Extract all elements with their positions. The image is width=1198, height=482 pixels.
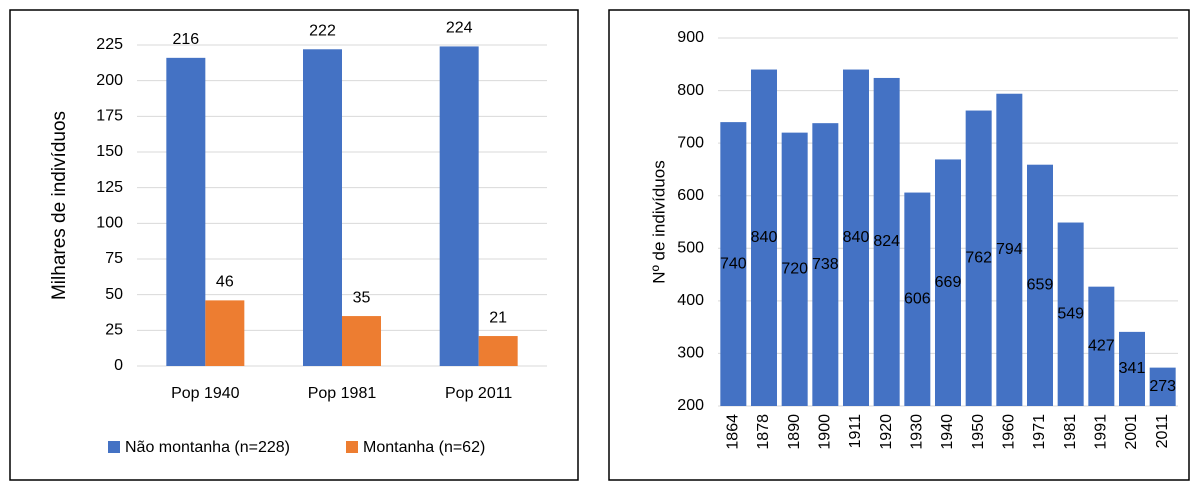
bar bbox=[904, 192, 931, 406]
bar bbox=[1149, 367, 1176, 406]
bar bbox=[342, 316, 381, 366]
x-tick-label: 1981 bbox=[1062, 414, 1079, 450]
x-tick-label: 2011 bbox=[1154, 414, 1171, 449]
value-label: 549 bbox=[1057, 305, 1084, 322]
value-label: 720 bbox=[781, 261, 808, 278]
value-label: 341 bbox=[1119, 360, 1146, 377]
x-tick-label: 1900 bbox=[817, 414, 834, 450]
x-tick-label: Pop 2011 bbox=[445, 385, 512, 402]
y-tick-label: 225 bbox=[96, 36, 123, 53]
bar bbox=[720, 122, 747, 406]
x-tick-label: 1911 bbox=[847, 414, 864, 449]
value-label: 216 bbox=[172, 31, 199, 48]
bar bbox=[1119, 331, 1145, 406]
value-label: 740 bbox=[720, 255, 747, 272]
y-axis-label: Nº de indivíduos bbox=[649, 160, 668, 283]
x-tick-label: 1930 bbox=[909, 414, 926, 450]
y-tick-label: 900 bbox=[677, 29, 704, 46]
bar bbox=[303, 49, 342, 366]
y-tick-label: 150 bbox=[96, 143, 123, 160]
bar bbox=[751, 69, 777, 407]
value-label: 669 bbox=[935, 274, 962, 291]
value-label: 427 bbox=[1088, 338, 1115, 355]
y-tick-label: 75 bbox=[105, 250, 123, 267]
value-label: 222 bbox=[309, 22, 336, 39]
bar bbox=[205, 300, 245, 366]
value-label: 762 bbox=[965, 249, 992, 266]
y-tick-label: 200 bbox=[677, 397, 704, 414]
value-label: 273 bbox=[1149, 378, 1176, 395]
bar bbox=[935, 159, 961, 406]
bar bbox=[812, 123, 839, 406]
y-tick-label: 600 bbox=[677, 187, 704, 204]
x-tick-label: 1971 bbox=[1031, 414, 1048, 450]
x-tick-label: 1950 bbox=[970, 414, 987, 450]
bar bbox=[873, 77, 900, 406]
bar bbox=[996, 93, 1023, 407]
legend-swatch bbox=[108, 441, 120, 453]
y-tick-label: 50 bbox=[105, 286, 123, 303]
y-tick-label: 500 bbox=[677, 240, 704, 257]
bar bbox=[478, 336, 518, 366]
y-tick-label: 200 bbox=[96, 72, 123, 89]
y-tick-label: 400 bbox=[677, 292, 704, 309]
chart-frame bbox=[608, 9, 1190, 481]
y-axis-label: Milhares de indivíduos bbox=[49, 111, 70, 300]
chart-frame bbox=[9, 9, 579, 481]
x-tick-label: 1940 bbox=[939, 414, 956, 450]
y-tick-label: 175 bbox=[96, 108, 123, 125]
legend-label: Não montanha (n=228) bbox=[125, 439, 290, 456]
x-tick-label: Pop 1940 bbox=[171, 385, 240, 402]
y-tick-label: 125 bbox=[96, 179, 123, 196]
value-label: 46 bbox=[216, 274, 234, 291]
legend-swatch bbox=[346, 441, 358, 453]
x-tick-label: Pop 1981 bbox=[308, 385, 377, 402]
x-tick-label: 1960 bbox=[1001, 414, 1018, 450]
y-tick-label: 800 bbox=[677, 82, 704, 99]
bar bbox=[843, 69, 869, 407]
value-label: 824 bbox=[873, 233, 900, 250]
legend-label: Montanha (n=62) bbox=[363, 439, 485, 456]
y-tick-label: 700 bbox=[677, 134, 704, 151]
y-tick-label: 0 bbox=[114, 357, 123, 374]
x-tick-label: 1890 bbox=[786, 414, 803, 450]
bar bbox=[1027, 164, 1053, 406]
value-label: 794 bbox=[996, 241, 1023, 258]
bar bbox=[166, 57, 206, 367]
value-label: 35 bbox=[353, 289, 371, 306]
y-tick-label: 300 bbox=[677, 345, 704, 362]
x-tick-label: 1864 bbox=[725, 414, 742, 450]
y-tick-label: 100 bbox=[96, 215, 123, 232]
bar bbox=[1088, 286, 1115, 406]
bar bbox=[781, 132, 808, 406]
value-label: 659 bbox=[1027, 277, 1054, 294]
bar bbox=[1057, 222, 1084, 406]
value-label: 738 bbox=[812, 256, 839, 273]
value-label: 606 bbox=[904, 290, 931, 307]
value-label: 21 bbox=[489, 309, 507, 326]
value-label: 840 bbox=[751, 229, 778, 246]
x-tick-label: 1991 bbox=[1093, 414, 1110, 450]
x-tick-label: 2001 bbox=[1123, 414, 1140, 450]
value-label: 224 bbox=[446, 20, 473, 37]
bar bbox=[439, 46, 479, 366]
bar bbox=[965, 110, 992, 406]
y-tick-label: 25 bbox=[105, 322, 123, 339]
x-tick-label: 1920 bbox=[878, 414, 895, 450]
x-tick-label: 1878 bbox=[755, 414, 772, 450]
value-label: 840 bbox=[843, 229, 870, 246]
